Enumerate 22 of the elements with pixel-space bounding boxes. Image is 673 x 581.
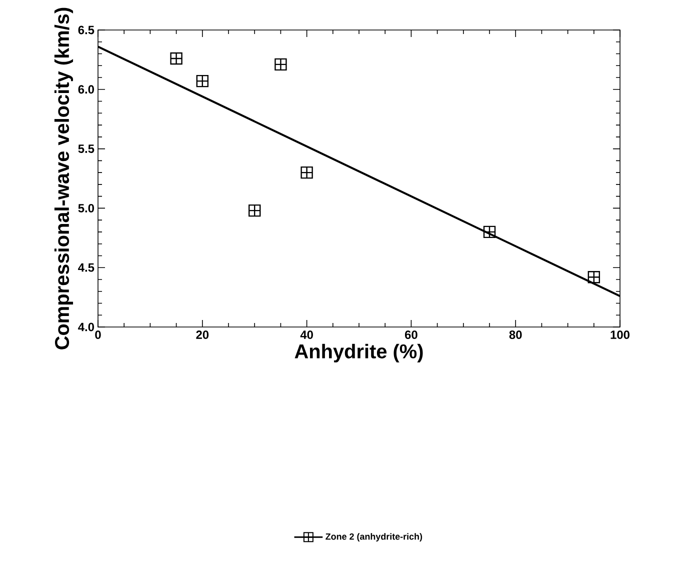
point (274, 58, 287, 71)
y-tick-label: 4.0 (78, 322, 94, 332)
x-tick-label: 100 (610, 330, 630, 339)
x-tick-label: 0 (95, 330, 101, 339)
y-tick-label: 6.5 (78, 26, 94, 34)
point (196, 74, 208, 88)
legend-label: Zone 2 (anhydrite-rich) (326, 533, 422, 542)
y-tick-label: 5.0 (78, 204, 94, 212)
y-tick-label: 6.0 (78, 85, 94, 94)
point (248, 204, 261, 217)
x-tick-label: 40 (300, 330, 313, 339)
y-tick-label: 4.5 (78, 263, 94, 272)
y-tick-label: 5.5 (78, 144, 94, 153)
point (300, 166, 313, 179)
y-axis-title: Compressional-wave velocity (km/s) (54, 8, 74, 350)
x-axis-title: Anhydrite (%) (294, 344, 423, 362)
x-tick-label: 60 (404, 330, 418, 339)
point (170, 52, 182, 65)
point (483, 226, 496, 238)
point (588, 271, 600, 284)
x-tick-label: 80 (509, 330, 522, 339)
x-tick-label: 20 (196, 330, 209, 339)
